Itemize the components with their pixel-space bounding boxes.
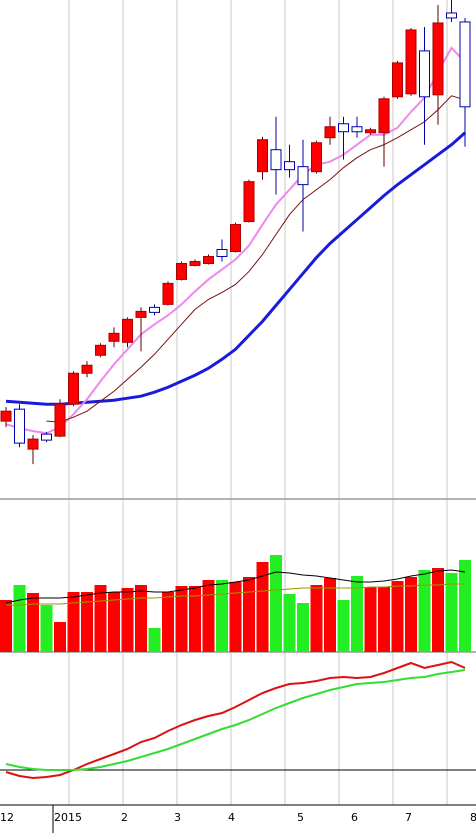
volume-bar (324, 578, 336, 652)
volume-bar (283, 594, 296, 652)
volume-bar (27, 593, 39, 652)
volume-bar (202, 580, 215, 652)
candle-body (284, 161, 295, 171)
x-tick-label: 8 (470, 811, 476, 824)
candle-body (14, 408, 25, 444)
x-tick-label: 3 (174, 811, 181, 824)
candle-body (189, 260, 201, 266)
volume-bar (148, 628, 161, 652)
volume-bar (391, 581, 404, 652)
volume-bar (216, 580, 228, 652)
volume-bar (364, 587, 377, 652)
candle-body (324, 126, 336, 139)
volume-bar (94, 585, 107, 652)
candle-body (95, 344, 106, 356)
volume-bar (67, 592, 80, 652)
indicator-line (5, 669, 466, 771)
candle-body (297, 166, 309, 186)
x-tick-label: 7 (405, 811, 412, 824)
candle-body (230, 224, 241, 252)
candle-body (108, 332, 120, 342)
volume-bar (54, 622, 66, 652)
candle-body (162, 282, 174, 305)
candle-body (432, 22, 444, 96)
candle-body (216, 249, 228, 257)
volume-bar (0, 600, 12, 652)
indicator-line (6, 583, 465, 606)
x-tick-label: 5 (297, 811, 304, 824)
volume-bar (459, 560, 471, 652)
x-tick-label: 12 (0, 811, 14, 824)
candle-body (41, 433, 52, 441)
candle-body (0, 410, 12, 422)
volume-bar (189, 586, 201, 652)
indicator-line (5, 131, 466, 406)
volume-bar (337, 600, 350, 652)
candle-body (351, 126, 363, 133)
candle-body (338, 123, 349, 133)
x-tick-label: 6 (351, 811, 358, 824)
volume-bar (270, 555, 282, 652)
volume-bar (432, 568, 444, 652)
candle-body (68, 372, 79, 405)
volume-bar (351, 576, 363, 652)
volume-bar (121, 588, 134, 652)
volume-bar (243, 577, 255, 652)
volume-bar (175, 586, 188, 652)
candle-body (81, 364, 93, 374)
candle-body (176, 262, 187, 280)
candle-body (365, 129, 376, 134)
indicator-line (46, 95, 466, 423)
volume-bar (40, 605, 53, 652)
candle-body (122, 318, 133, 343)
candle-body (459, 21, 471, 108)
candle-body (257, 139, 268, 173)
volume-bar (162, 592, 174, 652)
volume-bar (297, 603, 309, 652)
candle-body (27, 438, 39, 450)
x-tick-label: 4 (228, 811, 235, 824)
candle-body (243, 181, 255, 223)
volume-bar (256, 562, 269, 652)
x-tick-label: 2015 (54, 811, 82, 824)
volume-bar (108, 592, 120, 652)
volume-bar (229, 582, 242, 652)
candle-body (446, 12, 457, 19)
candle-body (149, 306, 160, 313)
candle-body (405, 29, 417, 95)
volume-bar (405, 577, 417, 652)
candle-body (135, 310, 147, 318)
indicator-line (5, 569, 466, 604)
volume-bar (418, 570, 431, 652)
x-tick-label: 2 (121, 811, 128, 824)
candle-body (311, 142, 322, 173)
candle-body (270, 149, 282, 171)
indicator-line (5, 660, 466, 780)
volume-bar (378, 587, 390, 652)
candle-body (54, 403, 66, 437)
volume-bar (13, 585, 26, 652)
volume-bar (81, 592, 93, 652)
candle-body (378, 98, 390, 134)
volume-bar (135, 585, 147, 652)
candle-body (419, 50, 430, 98)
volume-bar (445, 573, 458, 652)
candle-body (203, 255, 214, 264)
candle-body (392, 62, 403, 98)
volume-bar (310, 585, 323, 652)
